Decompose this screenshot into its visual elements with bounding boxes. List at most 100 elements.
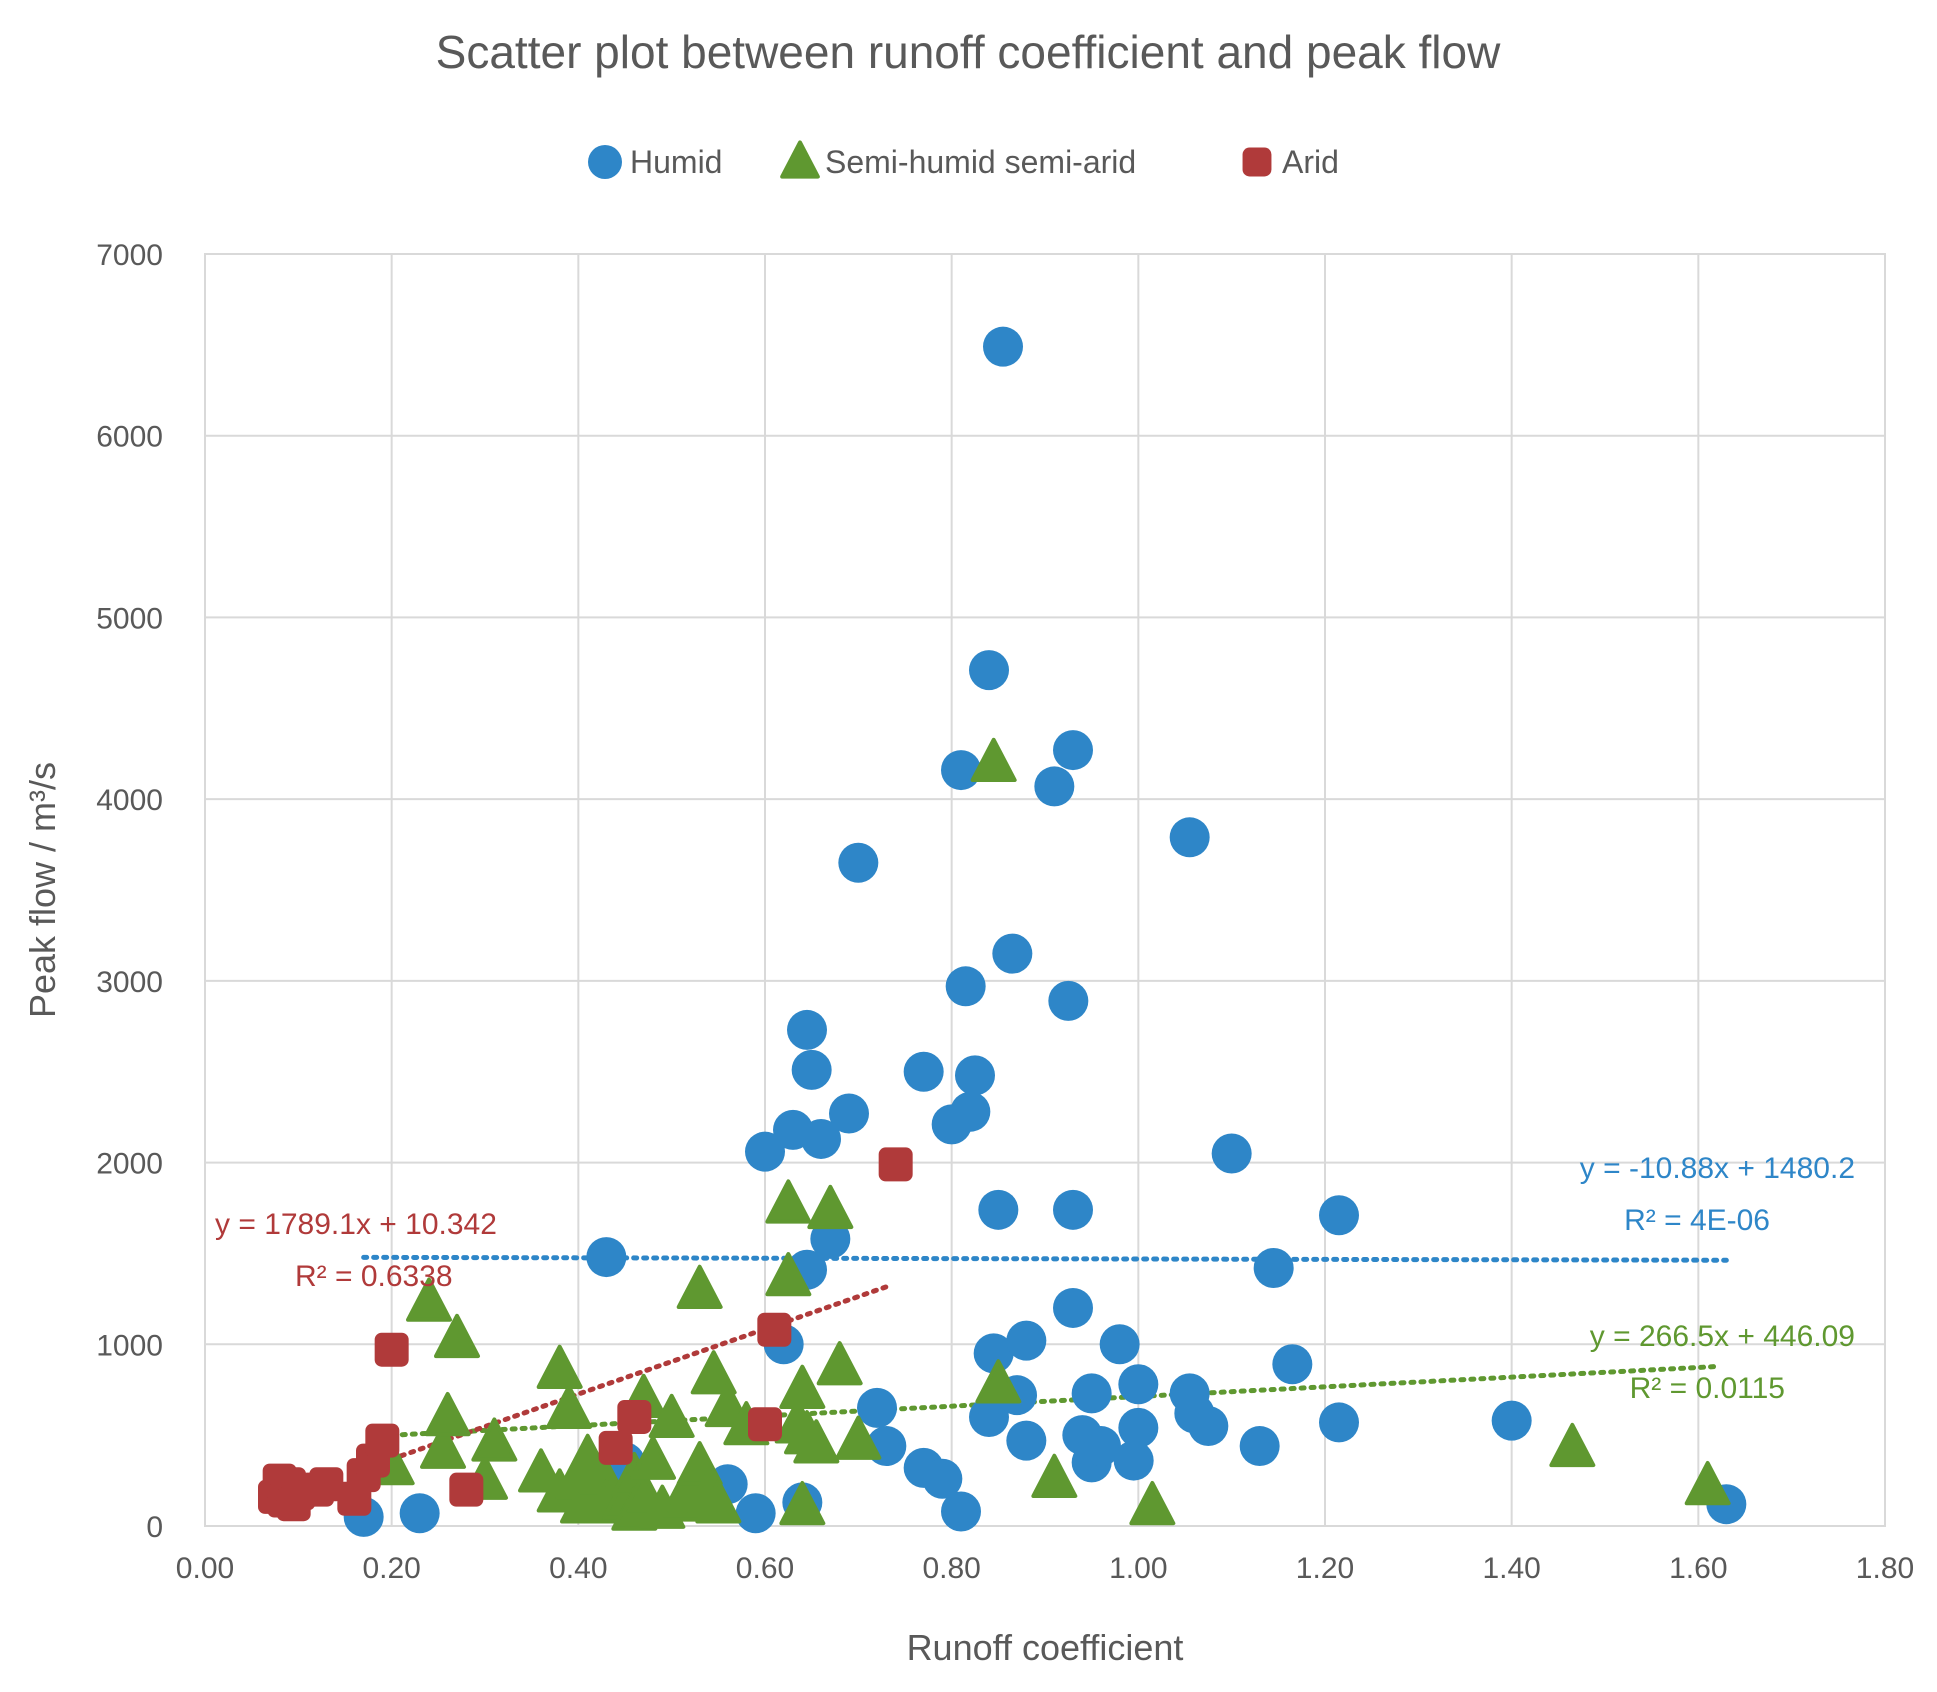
legend: Humid Semi-humid semi-arid Arid [588,140,1339,180]
point-humid [950,1091,991,1132]
point-humid [1113,1440,1154,1481]
point-arid [309,1467,344,1502]
trendline-semi-humid-semi-arid [379,1363,1720,1439]
y-axis-label: Peak flow / m³/s [22,762,63,1018]
point-humid [1006,1320,1047,1361]
y-tick-label: 5000 [96,602,163,635]
point-humid [1319,1402,1359,1443]
point-semi-humid-semi-arid [518,1448,564,1493]
point-semi-humid-semi-arid [471,1417,518,1462]
point-humid [1081,1426,1121,1467]
point-arid [757,1312,792,1347]
y-tick-label: 1000 [96,1329,163,1362]
point-humid [1071,1373,1112,1414]
trendline-humid [361,1254,1729,1263]
point-humid [973,1333,1014,1374]
point-humid [1053,730,1093,771]
chart-title: Scatter plot between runoff coefficient … [436,26,1501,78]
x-tick-label: 1.60 [1669,1552,1727,1585]
data-points [258,326,1747,1537]
r-squared-arid: R² = 0.6338 [295,1260,453,1293]
point-humid [1188,1406,1229,1447]
point-semi-humid-semi-arid [975,1359,1022,1404]
point-semi-humid-semi-arid [816,1341,863,1386]
legend-item-semi-humid-semi-arid: Semi-humid semi-arid [780,140,1136,180]
point-humid [903,1051,944,1092]
legend-label-semi-humid-semi-arid: Semi-humid semi-arid [825,144,1136,180]
point-humid [1272,1344,1313,1385]
point-arid [449,1472,484,1507]
point-humid [1099,1324,1140,1365]
point-humid [1491,1400,1532,1441]
y-axis-ticks: 0 1000 2000 3000 4000 5000 6000 7000 [96,239,163,1544]
point-humid [941,750,981,791]
x-axis-label: Runoff coefficient [907,1627,1184,1668]
point-humid [1211,1133,1252,1174]
x-tick-label: 1.80 [1856,1552,1914,1585]
point-humid [1053,1287,1093,1328]
point-semi-humid-semi-arid [765,1252,812,1297]
point-humid [969,650,1009,691]
x-tick-label: 1.40 [1482,1552,1540,1585]
legend-item-humid: Humid [588,144,722,180]
point-humid [983,326,1023,367]
point-semi-humid-semi-arid [970,737,1017,783]
point-semi-humid-semi-arid [779,1364,826,1409]
point-semi-humid-semi-arid [676,1264,723,1310]
point-humid [978,1189,1019,1230]
point-semi-humid-semi-arid [807,1184,854,1230]
x-tick-label: 0.20 [362,1552,420,1585]
point-semi-humid-semi-arid [424,1391,471,1437]
point-semi-humid-semi-arid [420,1424,466,1469]
point-semi-humid-semi-arid [1129,1481,1176,1526]
point-humid [735,1493,776,1534]
legend-item-arid: Arid [1242,144,1339,180]
equation-arid: y = 1789.1x + 10.342 [215,1208,497,1241]
point-humid [1118,1407,1159,1448]
point-semi-humid-semi-arid [1684,1461,1731,1506]
legend-label-humid: Humid [630,144,722,180]
point-arid [878,1147,913,1182]
legend-marker-humid [588,145,622,179]
point-humid [945,966,986,1007]
x-tick-label: 0.00 [176,1552,234,1585]
legend-label-arid: Arid [1282,144,1339,180]
point-arid [374,1332,409,1367]
point-arid [365,1423,400,1458]
point-humid [791,1049,832,1090]
point-humid [1053,1189,1093,1230]
point-semi-humid-semi-arid [1031,1453,1078,1499]
point-humid [955,1055,995,1096]
point-semi-humid-semi-arid [695,1479,742,1524]
r-squared-semi-humid-semi-arid: R² = 0.0115 [1630,1372,1785,1405]
x-tick-label: 1.00 [1109,1552,1167,1585]
equation-humid: y = -10.88x + 1480.2 [1580,1152,1855,1185]
point-semi-humid-semi-arid [690,1350,737,1395]
point-humid [1048,980,1089,1021]
point-humid [941,1491,981,1532]
point-humid [1006,1420,1047,1461]
x-axis-ticks: 0.00 0.20 0.40 0.60 0.80 1.00 1.20 1.40 1.60 1.80 [176,1552,1914,1585]
plot-area: y = -10.88x + 1480.2 R² = 4E-06 y = 266.5x… [204,253,1886,1537]
x-tick-label: 0.40 [549,1552,607,1585]
r-squared-humid: R² = 4E-06 [1624,1204,1770,1237]
point-humid [1253,1247,1294,1288]
point-humid [922,1458,963,1499]
x-tick-label: 0.60 [736,1552,794,1585]
point-humid [586,1237,627,1278]
point-arid [748,1407,782,1442]
point-humid [399,1493,440,1534]
point-humid [1319,1195,1359,1236]
point-semi-humid-semi-arid [779,1481,826,1526]
point-semi-humid-semi-arid [1549,1422,1596,1468]
point-humid [1169,817,1210,858]
x-tick-label: 1.20 [1296,1552,1354,1585]
point-humid [992,933,1033,974]
y-tick-label: 2000 [96,1148,163,1181]
point-humid [969,1396,1009,1437]
point-semi-humid-semi-arid [793,1419,840,1464]
x-tick-label: 0.80 [922,1552,980,1585]
equation-semi-humid-semi-arid: y = 266.5x + 446.09 [1590,1320,1855,1353]
